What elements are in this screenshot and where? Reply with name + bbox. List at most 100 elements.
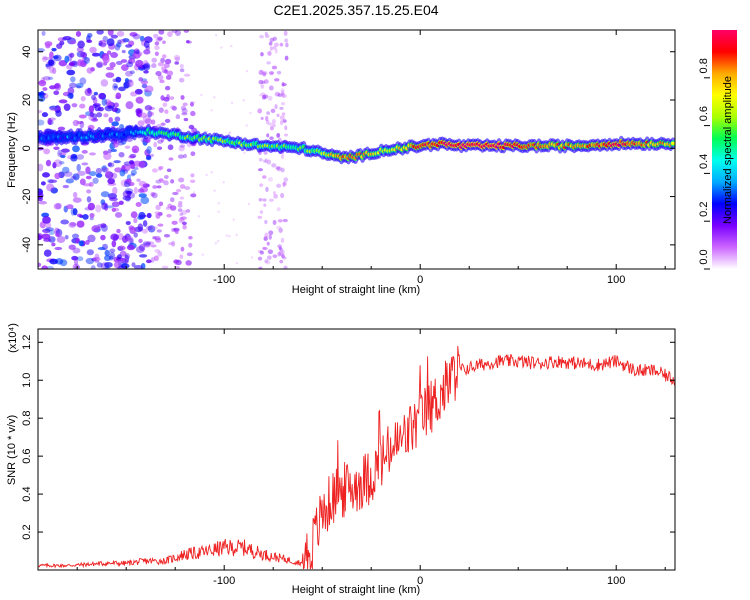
x-tick-label: 100	[607, 575, 625, 587]
noise-blob	[87, 234, 96, 243]
noise-blob	[214, 33, 218, 37]
noise-blob	[260, 52, 264, 57]
noise-blob	[124, 145, 131, 149]
noise-blob	[272, 219, 277, 225]
noise-blob	[158, 107, 164, 113]
noise-blob	[138, 180, 147, 187]
noise-blob	[183, 153, 188, 159]
noise-blob	[164, 118, 171, 124]
noise-blob	[257, 249, 263, 254]
noise-blob	[55, 109, 62, 117]
noise-blob	[45, 63, 50, 68]
noise-blob	[86, 67, 93, 74]
noise-blob	[258, 157, 263, 162]
noise-blob	[268, 122, 274, 126]
y-tick-label: 0	[21, 145, 33, 151]
noise-blob	[269, 37, 275, 43]
noise-blob	[170, 105, 176, 110]
noise-blob	[101, 165, 108, 173]
spectrogram-heatmap	[38, 30, 675, 269]
noise-blob	[58, 99, 68, 104]
noise-blob	[186, 209, 191, 213]
noise-blob	[41, 233, 51, 240]
noise-blob	[38, 200, 48, 205]
noise-blob	[97, 247, 106, 251]
noise-blob	[217, 201, 221, 205]
colorbar-tick-label: 0.8	[698, 58, 710, 73]
noise-blob	[132, 160, 142, 167]
noise-blob	[144, 118, 153, 125]
noise-blob	[107, 30, 114, 36]
noise-blob	[72, 263, 80, 269]
noise-blob	[145, 259, 152, 264]
y-tick-label: 0.4	[21, 486, 33, 501]
noise-blob	[47, 76, 54, 80]
noise-blob	[281, 83, 287, 87]
noise-blob	[58, 152, 67, 156]
noise-blob	[117, 245, 126, 251]
noise-blob	[142, 228, 148, 234]
noise-blob	[163, 233, 171, 238]
noise-blob	[177, 208, 183, 212]
noise-blob	[266, 61, 271, 65]
noise-blob	[179, 216, 184, 222]
noise-blob	[100, 79, 109, 87]
noise-blob	[62, 35, 72, 41]
noise-blob	[213, 189, 216, 192]
noise-blob	[104, 249, 110, 257]
noise-blob	[190, 101, 194, 107]
noise-blob	[110, 148, 118, 153]
noise-blob	[50, 187, 58, 194]
noise-blob	[282, 218, 288, 223]
noise-blob	[140, 80, 149, 85]
noise-blob	[156, 185, 162, 189]
noise-blob	[97, 92, 106, 100]
noise-blob	[110, 52, 119, 59]
noise-blob	[94, 253, 100, 260]
noise-blob	[125, 44, 133, 48]
noise-blob	[257, 168, 264, 172]
noise-blob	[171, 220, 178, 225]
noise-blob	[49, 51, 54, 60]
noise-blob	[138, 211, 146, 220]
noise-blob	[174, 229, 179, 235]
noise-blob	[228, 132, 231, 135]
noise-blob	[42, 87, 48, 91]
noise-blob	[151, 168, 158, 173]
noise-blob	[119, 169, 126, 177]
noise-blob	[112, 186, 118, 195]
noise-blob	[272, 123, 276, 128]
noise-blob	[120, 179, 129, 188]
noise-blob	[279, 42, 284, 47]
noise-blob	[277, 93, 283, 97]
noise-blob	[157, 74, 164, 81]
noise-blob	[143, 60, 149, 66]
noise-blob	[56, 43, 63, 49]
noise-blob	[72, 197, 82, 203]
noise-blob	[175, 265, 180, 269]
noise-blob	[40, 181, 46, 186]
noise-blob	[270, 108, 276, 114]
noise-blob	[281, 92, 286, 98]
noise-blob	[115, 42, 122, 48]
colorbar	[712, 30, 737, 269]
noise-blob	[114, 211, 123, 218]
noise-blob	[55, 232, 60, 237]
noise-blob	[258, 79, 264, 85]
snr-scale-note: (x10⁴)	[7, 323, 19, 353]
noise-blob	[169, 96, 175, 100]
noise-blob	[235, 261, 239, 265]
noise-blob	[260, 84, 265, 89]
noise-blob	[217, 210, 220, 213]
noise-blob	[69, 40, 77, 45]
noise-blob	[267, 255, 272, 260]
noise-blob	[190, 151, 196, 157]
noise-blob	[80, 95, 86, 102]
noise-blob	[210, 109, 213, 112]
noise-blob	[185, 260, 192, 266]
noise-blob	[276, 183, 282, 188]
noise-blob	[79, 60, 87, 68]
noise-blob	[68, 221, 77, 228]
noise-blob	[154, 51, 160, 57]
noise-blob	[41, 30, 46, 36]
